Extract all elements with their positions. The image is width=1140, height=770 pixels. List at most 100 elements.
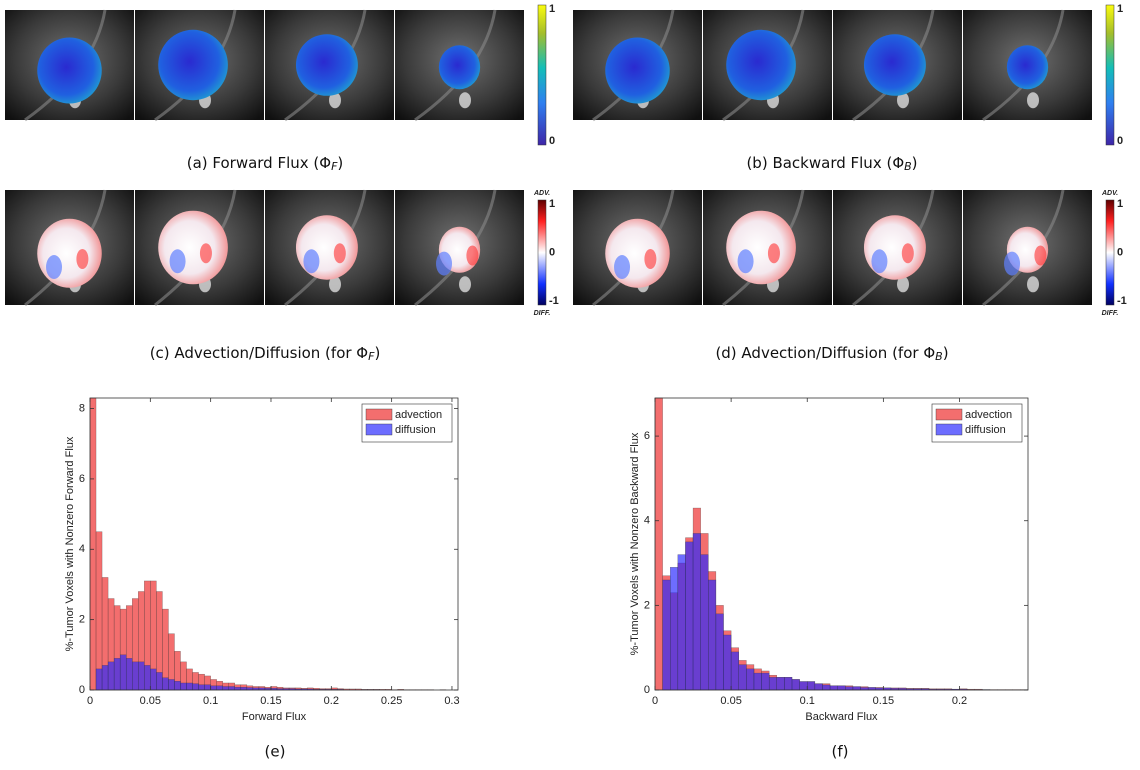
histogram-bar bbox=[791, 679, 800, 691]
flux-map bbox=[863, 34, 926, 96]
colorbar bbox=[537, 199, 547, 306]
caption-text: (a) Forward Flux (Φ bbox=[187, 154, 331, 172]
y-axis-label: %-Tumor Voxels with Nonzero Backward Flu… bbox=[629, 432, 641, 655]
histogram-bar bbox=[692, 533, 701, 691]
legend-label: diffusion bbox=[965, 424, 1006, 436]
panel-caption: (d) Advection/Diffusion (for ΦB) bbox=[715, 344, 948, 364]
histogram-bar bbox=[814, 683, 823, 691]
histogram-bar bbox=[708, 579, 717, 691]
histogram-bar bbox=[138, 661, 145, 691]
histogram-bar bbox=[216, 685, 223, 691]
x-tick-label: 0.15 bbox=[260, 695, 281, 707]
colorbar-label: ADV. bbox=[1101, 190, 1118, 197]
legend-swatch bbox=[935, 423, 963, 436]
y-tick-label: 4 bbox=[644, 515, 650, 527]
histogram-bar bbox=[654, 397, 663, 691]
x-tick-label: 0.05 bbox=[140, 695, 161, 707]
y-tick-label: 6 bbox=[644, 430, 650, 442]
histogram-bar bbox=[222, 686, 229, 691]
caption-text: (c) Advection/Diffusion (for Φ bbox=[150, 344, 368, 362]
bright-spot bbox=[1027, 276, 1039, 293]
colorbar-label: 0 bbox=[549, 246, 555, 258]
x-tick-label: 0.15 bbox=[873, 695, 894, 707]
caption-text: ) bbox=[337, 154, 343, 172]
captions: (a) Forward Flux (ΦF) (b) Backward Flux … bbox=[150, 154, 949, 761]
histogram-bar bbox=[132, 661, 139, 691]
histogram-bar bbox=[240, 686, 248, 691]
advection-patch bbox=[901, 243, 914, 264]
advection-patch bbox=[76, 249, 89, 269]
diffusion-patch bbox=[737, 249, 754, 274]
histogram-bar bbox=[180, 682, 187, 691]
colorbar-label: 1 bbox=[1117, 198, 1123, 210]
bright-spot bbox=[459, 276, 471, 293]
caption-text: (d) Advection/Diffusion (for Φ bbox=[715, 344, 935, 362]
colorbar-label: ADV. bbox=[533, 190, 550, 197]
colorbar bbox=[1105, 4, 1115, 146]
histogram-bar bbox=[715, 613, 724, 691]
flux-map bbox=[438, 45, 481, 90]
histogram-bar bbox=[700, 554, 709, 691]
x-axis-label: Backward Flux bbox=[805, 711, 878, 723]
histogram-bar bbox=[829, 685, 838, 691]
histogram-bar bbox=[101, 665, 109, 691]
caption-text: ) bbox=[943, 344, 949, 362]
histogram-bar bbox=[234, 686, 242, 691]
advection-patch bbox=[333, 243, 346, 264]
histogram-bar bbox=[113, 658, 121, 691]
histogram-bar bbox=[662, 579, 671, 691]
legend-label: diffusion bbox=[395, 424, 436, 436]
colorbar-label: 0 bbox=[1117, 135, 1123, 147]
histogram-bar bbox=[95, 531, 103, 691]
histogram-bar bbox=[150, 668, 157, 691]
y-tick-label: 0 bbox=[644, 684, 650, 696]
flux-map bbox=[605, 37, 670, 104]
adv-diff-map bbox=[295, 215, 358, 280]
chart-caption: (f) bbox=[832, 743, 849, 761]
histogram-bar bbox=[89, 397, 97, 691]
histogram-bar bbox=[156, 672, 163, 691]
y-tick-label: 2 bbox=[644, 599, 650, 611]
bright-spot bbox=[329, 92, 341, 109]
caption-text: ) bbox=[374, 344, 380, 362]
diffusion-patch bbox=[303, 249, 320, 274]
adv-diff-map bbox=[726, 210, 796, 285]
histogram-bar bbox=[186, 682, 193, 691]
colorbar-label: DIFF. bbox=[1102, 310, 1119, 317]
histogram-bar bbox=[162, 677, 169, 691]
advection-patch bbox=[199, 243, 212, 264]
histogram-bar bbox=[845, 686, 854, 691]
panel-caption: (c) Advection/Diffusion (for ΦF) bbox=[150, 344, 381, 364]
caption-subscript: F bbox=[368, 350, 375, 363]
colorbar-label: -1 bbox=[1117, 295, 1127, 307]
y-tick-label: 6 bbox=[79, 473, 85, 485]
colorbar bbox=[537, 4, 547, 146]
caption-subscript: B bbox=[904, 160, 912, 173]
histogram-bar bbox=[670, 567, 679, 691]
diffusion-patch bbox=[46, 255, 63, 280]
caption-subscript: F bbox=[331, 160, 338, 173]
histogram-bar bbox=[837, 685, 846, 691]
y-axis-label: %-Tumor Voxels with Nonzero Forward Flux bbox=[64, 436, 76, 651]
bright-spot bbox=[1027, 92, 1039, 109]
colorbar-label: -1 bbox=[549, 295, 559, 307]
advection-patch bbox=[767, 243, 780, 264]
caption-subscript: B bbox=[935, 350, 943, 363]
advection-patch bbox=[644, 249, 657, 269]
advection-patch bbox=[466, 245, 479, 266]
colorbar-label: 0 bbox=[1117, 246, 1123, 258]
histogram-bar bbox=[210, 685, 217, 691]
flux-map bbox=[726, 29, 796, 101]
diffusion-patch bbox=[436, 251, 453, 276]
x-tick-label: 0.1 bbox=[203, 695, 218, 707]
x-axis-label: Forward Flux bbox=[242, 711, 307, 723]
histogram-bar bbox=[784, 677, 793, 691]
x-tick-label: 0.1 bbox=[800, 695, 815, 707]
colorbar-label: DIFF. bbox=[534, 310, 551, 317]
histogram-bar bbox=[198, 684, 205, 691]
legend-label: advection bbox=[395, 409, 442, 421]
x-tick-label: 0.05 bbox=[720, 695, 741, 707]
y-tick-label: 8 bbox=[79, 402, 85, 414]
histogram-bar bbox=[174, 681, 181, 691]
